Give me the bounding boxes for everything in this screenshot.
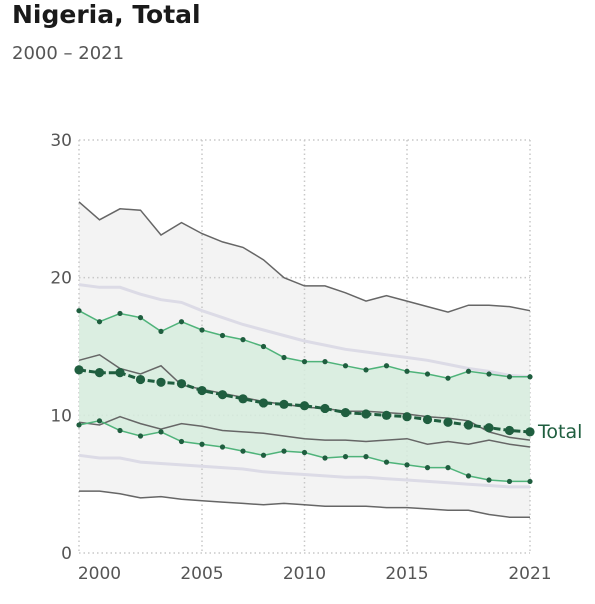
inner-band-lower-point [117, 427, 123, 434]
inner-band-upper-point [199, 327, 205, 333]
main-series-point [463, 420, 474, 430]
chart-title: Nigeria, Total [12, 0, 201, 29]
inner-band-upper-point [527, 374, 533, 380]
main-series-point [156, 377, 166, 387]
main-series-point [238, 394, 248, 404]
inner-band-lower-point [465, 473, 472, 479]
inner-band-upper-point [96, 319, 103, 325]
main-series-point [74, 365, 84, 375]
inner-band-lower-point [96, 418, 103, 424]
inner-band-upper-point [178, 319, 185, 325]
main-series-point [381, 410, 392, 420]
main-series-point [115, 368, 125, 378]
main-series-point [197, 385, 207, 396]
x-tick-label: 2000 [78, 564, 121, 584]
main-series-point [94, 368, 105, 378]
inner-band-upper-point [465, 368, 472, 374]
main-series-layer [74, 365, 535, 437]
inner-band-upper-point [322, 359, 328, 365]
inner-band-upper-point [404, 368, 410, 374]
inner-band-lower-point [281, 448, 287, 454]
inner-band-lower-point [342, 454, 349, 460]
inner-band-layer [79, 310, 530, 482]
light-line-1 [78, 283, 531, 379]
inner-band-upper-point [219, 332, 226, 339]
inner-band-upper-point [383, 363, 390, 369]
inner-band-upper-point [363, 367, 369, 373]
x-tick-label: 2021 [508, 564, 551, 584]
main-series-point [279, 399, 289, 409]
y-tick-label: 30 [50, 131, 72, 151]
main-series-point [176, 379, 187, 389]
inner-band-lower-point [158, 429, 164, 435]
inner-band-lower-point [506, 478, 513, 485]
y-tick-label: 20 [50, 269, 72, 289]
inner-band-upper-point [342, 363, 349, 369]
main-series-point [402, 412, 412, 422]
x-tick-label: 2005 [180, 564, 223, 584]
inner-band-upper-point [158, 328, 164, 334]
inner-band-upper-point [137, 314, 144, 321]
inner-band-lower-point [363, 454, 369, 460]
light-line-2 [78, 453, 530, 489]
y-tick-label: 10 [50, 406, 72, 426]
inner-band-upper-point [240, 337, 246, 343]
axes-layer: 0 10 20 30 2000 2005 2010 2015 2021 [50, 131, 551, 584]
inner-band-upper-point [506, 374, 513, 380]
outer-band-upper-line [78, 201, 531, 313]
main-series-point [340, 407, 351, 418]
inner-band-upper-point [76, 308, 82, 314]
x-tick-label: 2010 [283, 564, 326, 584]
main-series-point [299, 401, 310, 411]
x-tick-label: 2015 [385, 564, 428, 584]
main-series-point [504, 425, 515, 436]
inner-band-lower-point [322, 455, 328, 461]
inner-band-lower-point [445, 465, 451, 471]
inner-band-lower-point [76, 422, 82, 428]
inner-band-lower-point [199, 441, 205, 447]
inner-band-lower-point [219, 444, 226, 450]
main-series-point [484, 423, 494, 433]
main-series-point [320, 403, 330, 414]
inner-band-lower-point [383, 459, 390, 465]
inner-band-upper-point [424, 371, 431, 377]
inner-band-lower-point [260, 452, 267, 458]
inner-band-lower-point [301, 449, 308, 456]
inner-band-upper-point [260, 343, 267, 350]
inner-band-upper-point [445, 375, 451, 381]
main-series-point [422, 414, 433, 425]
main-series-point [525, 427, 535, 437]
main-series-point [217, 390, 228, 400]
chart-subtitle: 2000 – 2021 [12, 43, 125, 64]
main-series-point [258, 398, 269, 408]
inner-band-lower-point [404, 462, 410, 468]
main-series-point [443, 417, 453, 427]
inner-band-lower-point [240, 448, 246, 454]
inner-band-upper-point [301, 359, 308, 365]
main-series-point [361, 409, 371, 419]
lines-layer [76, 201, 533, 518]
inner-band-upper-point [117, 310, 123, 317]
dark-line-2 [78, 415, 531, 448]
outer-band-lower-line [79, 490, 530, 518]
inner-band-lower-point [137, 433, 144, 439]
inner-band-lower-point [527, 478, 533, 485]
main-series-line [78, 368, 531, 434]
y-tick-label: 0 [61, 544, 72, 564]
series-label-total: Total [537, 421, 582, 443]
inner-band-lower-point [178, 438, 185, 445]
inner-band-lower-point [424, 465, 431, 471]
main-series-point [135, 374, 146, 385]
inner-band-upper-point [486, 371, 492, 377]
inner-band-area [79, 310, 530, 482]
inner-band-upper-point [281, 354, 287, 361]
inner-band-lower-point [486, 477, 492, 483]
